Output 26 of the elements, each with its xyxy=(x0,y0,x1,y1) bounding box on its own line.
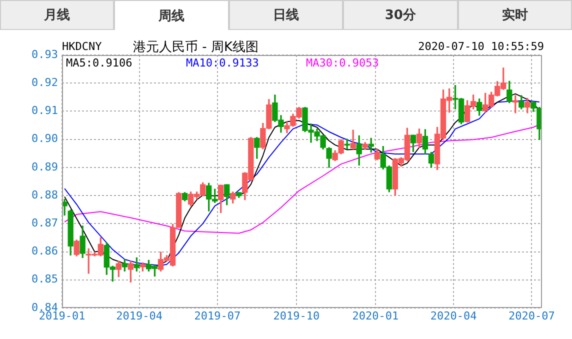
y-tick-label: 0.93 xyxy=(32,48,58,61)
chart-subtitle: HKDCNY xyxy=(62,40,102,53)
text: 周线 xyxy=(158,8,185,24)
y-tick-label: 0.88 xyxy=(32,188,58,202)
text: 月线 xyxy=(44,7,70,24)
x-tick-label: 2020-04 xyxy=(430,309,478,322)
text: 实时 xyxy=(502,6,528,24)
y-tick-label: 0.89 xyxy=(32,160,58,174)
x-tick-label: 2020-07 xyxy=(508,309,555,322)
y-tick-label: 0.86 xyxy=(32,244,58,258)
text: 30分 xyxy=(384,7,416,24)
y-tick-label: 0.87 xyxy=(32,216,58,230)
y-tick-label: 0.90 xyxy=(32,132,58,146)
text: MA30:0.9053 xyxy=(306,56,379,70)
y-tick-label: 0.85 xyxy=(32,272,58,286)
text: MA5:0.9106 xyxy=(66,56,132,70)
x-tick-label: 2019-04 xyxy=(116,309,163,322)
chart-title: 港元人民币 - 周K线图 xyxy=(133,39,258,56)
x-tick-label: 2019-10 xyxy=(273,309,320,322)
x-tick-label: 2019-07 xyxy=(194,309,241,322)
text: 2020-07-10 10:55:59 xyxy=(418,40,544,53)
y-tick-label: 0.92 xyxy=(32,76,58,89)
text: 日线 xyxy=(272,7,299,24)
y-tick-label: 0.91 xyxy=(32,104,58,118)
x-tick-label: 2020-01 xyxy=(352,309,399,322)
text: MA10:0.9133 xyxy=(186,56,259,70)
